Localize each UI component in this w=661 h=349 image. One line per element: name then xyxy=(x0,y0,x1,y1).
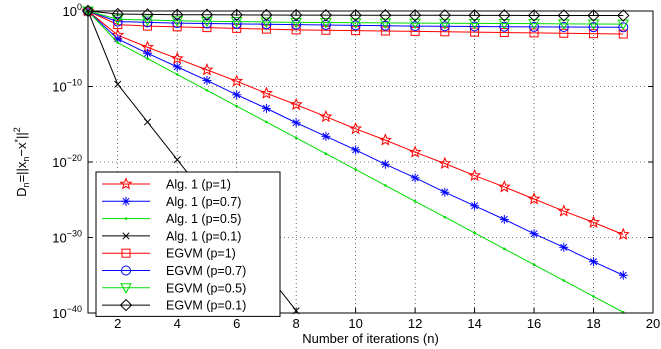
x-tick-label: 20 xyxy=(646,316,660,331)
y-label-squared: 2 xyxy=(12,127,22,132)
x-tick-label: 6 xyxy=(233,316,240,331)
x-tick-label: 14 xyxy=(467,316,481,331)
legend-label: EGVM (p=1) xyxy=(166,247,236,261)
legend-marker xyxy=(125,217,128,220)
data-point xyxy=(470,201,479,210)
x-tick-label: 4 xyxy=(174,316,181,331)
data-point xyxy=(411,173,420,182)
data-point xyxy=(503,248,506,251)
data-point xyxy=(351,145,360,154)
data-point xyxy=(414,200,417,203)
data-point xyxy=(325,152,328,155)
data-point xyxy=(500,215,509,224)
x-tick-label: 8 xyxy=(293,316,300,331)
x-axis-label: Number of iterations (n) xyxy=(302,331,439,346)
data-point xyxy=(202,76,211,85)
data-point xyxy=(321,132,330,141)
legend-label: Alg. 1 (p=0.7) xyxy=(166,195,241,209)
legend-label: EGVM (p=0.1) xyxy=(166,299,246,313)
x-tick-label: 18 xyxy=(586,316,600,331)
data-point xyxy=(235,105,238,108)
data-point xyxy=(533,263,536,266)
data-point xyxy=(473,232,476,235)
data-point xyxy=(381,160,390,169)
y-label-eq: =||x xyxy=(14,161,29,182)
legend: Alg. 1 (p=1) Alg. 1 (p=0.7) Alg. 1 (p=0.5)… xyxy=(96,172,280,316)
data-point xyxy=(232,90,241,99)
data-point xyxy=(354,168,357,171)
data-point xyxy=(592,295,595,298)
legend-label: Alg. 1 (p=1) xyxy=(166,178,231,192)
y-label-minus-x: −x xyxy=(14,142,29,157)
data-point xyxy=(173,62,182,71)
legend-label: EGVM (p=0.7) xyxy=(166,264,246,278)
data-point xyxy=(444,216,447,219)
data-point xyxy=(559,243,568,252)
data-point xyxy=(440,188,449,197)
x-tick-label: 12 xyxy=(408,316,422,331)
data-point xyxy=(206,89,209,92)
legend-label: EGVM (p=0.5) xyxy=(166,281,246,295)
data-point xyxy=(262,104,271,113)
data-point xyxy=(176,73,179,76)
data-point xyxy=(384,184,387,187)
data-point xyxy=(292,118,301,127)
legend-marker xyxy=(122,197,131,206)
data-point xyxy=(562,279,565,282)
x-tick-label: 2 xyxy=(114,316,121,331)
legend-label: Alg. 1 (p=0.1) xyxy=(166,229,241,243)
data-point xyxy=(265,121,268,124)
data-point xyxy=(619,271,628,280)
x-tick-label: 10 xyxy=(348,316,362,331)
y-label-d: D xyxy=(14,187,29,196)
data-point xyxy=(589,257,598,266)
data-point xyxy=(295,137,298,140)
y-label-bars: || xyxy=(14,132,29,139)
data-point xyxy=(530,229,539,238)
legend-label: Alg. 1 (p=0.5) xyxy=(166,212,241,226)
data-point xyxy=(146,57,149,60)
data-point xyxy=(116,41,119,44)
x-tick-label: 16 xyxy=(527,316,541,331)
